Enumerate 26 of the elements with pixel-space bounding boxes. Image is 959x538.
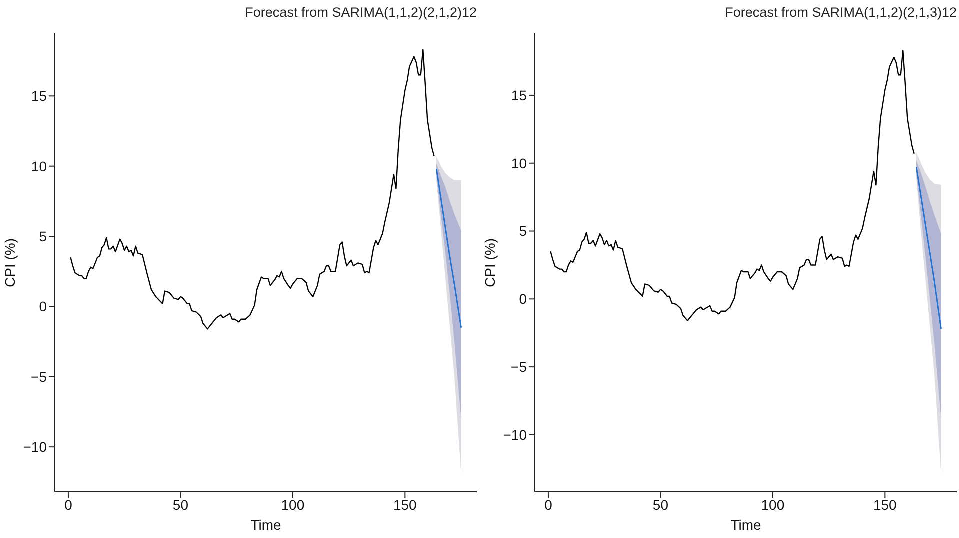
y-tick-label: −10 xyxy=(23,439,48,456)
x-tick-label: 100 xyxy=(281,496,305,513)
y-tick-label: 5 xyxy=(519,223,528,240)
y-tick-label: 10 xyxy=(31,158,48,174)
y-tick-label: 15 xyxy=(511,87,528,104)
x-tick-label: 50 xyxy=(652,496,669,513)
x-axis-title: Time xyxy=(730,517,762,533)
y-tick-label: −5 xyxy=(31,368,48,385)
x-tick-label: 0 xyxy=(544,496,553,513)
y-tick-label: 5 xyxy=(39,228,48,244)
x-tick-label: 0 xyxy=(64,496,73,513)
chart-title: Forecast from SARIMA(1,1,2)(2,1,2)12 xyxy=(245,5,477,20)
y-tick-label: 10 xyxy=(511,155,528,172)
y-tick-label: −10 xyxy=(503,426,528,443)
x-tick-label: 50 xyxy=(172,496,189,513)
y-tick-label: −5 xyxy=(511,359,528,376)
x-tick-label: 150 xyxy=(873,496,898,513)
y-tick-label: 0 xyxy=(519,291,528,308)
y-tick-label: 0 xyxy=(39,298,48,315)
y-tick-label: 15 xyxy=(31,88,48,104)
x-tick-label: 150 xyxy=(393,496,418,513)
y-axis-title: CPI (%) xyxy=(482,238,498,288)
x-axis-title: Time xyxy=(250,517,282,533)
y-axis-title: CPI (%) xyxy=(2,238,18,288)
x-tick-label: 100 xyxy=(761,496,785,513)
chart-title: Forecast from SARIMA(1,1,2)(2,1,3)12 xyxy=(725,5,957,20)
